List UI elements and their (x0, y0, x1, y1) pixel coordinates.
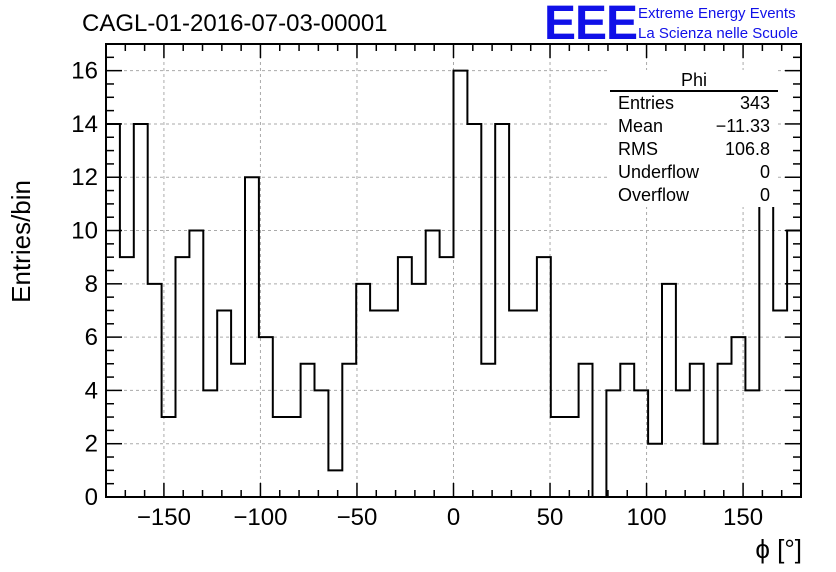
eee-logo: EEE (544, 0, 638, 50)
grid-lines (106, 44, 801, 497)
y-tick-label: 6 (85, 324, 98, 351)
y-axis-label: Entries/bin (6, 180, 36, 303)
stats-label: Entries (618, 93, 675, 113)
logo-caption-line2: La Scienza nelle Scuole (638, 25, 799, 42)
plot-title: CAGL-01-2016-07-03-00001 (82, 10, 388, 37)
x-tick-label: 100 (627, 504, 667, 531)
y-tick-label: 0 (85, 484, 98, 511)
axis-ticks (105, 43, 802, 498)
y-tick-labels: 0 2 4 6 8 10 12 14 16 (71, 58, 98, 511)
stats-value: 343 (739, 93, 770, 113)
stats-row-mean: Mean −11.33 (610, 115, 778, 138)
stats-label: Overflow (618, 185, 690, 205)
x-tick-label: −150 (137, 504, 191, 531)
y-tick-label: 10 (71, 218, 98, 245)
stats-value: 0 (759, 162, 770, 182)
x-tick-label: −100 (233, 504, 287, 531)
y-tick-label: 14 (71, 111, 98, 138)
logo-caption: Extreme Energy Events La Scienza nelle S… (638, 4, 798, 44)
stats-row-rms: RMS 106.8 (610, 138, 778, 161)
stats-row-underflow: Underflow 0 (610, 161, 778, 184)
y-tick-label: 2 (85, 431, 98, 458)
logo-caption-line1: Extreme Energy Events (638, 5, 796, 22)
histogram-step-line (105, 69, 802, 498)
x-axis-label: ϕ [°] (755, 534, 802, 564)
x-tick-label: 0 (447, 504, 460, 531)
stats-label: Underflow (618, 162, 700, 182)
y-tick-label: 16 (71, 58, 98, 85)
y-tick-label: 4 (85, 377, 98, 404)
stats-row-entries: Entries 343 (610, 92, 778, 115)
stats-box: Phi Entries 343 Mean −11.33 RMS 106.8 Under… (610, 70, 778, 207)
stats-value: 0 (759, 185, 770, 205)
x-tick-label: 150 (723, 504, 763, 531)
stats-value: 106.8 (724, 139, 770, 159)
x-tick-label: 50 (537, 504, 564, 531)
y-tick-label: 8 (85, 271, 98, 298)
x-tick-label: −50 (337, 504, 378, 531)
stats-title: Phi (610, 70, 778, 92)
stats-value: −11.33 (715, 116, 770, 136)
y-tick-label: 12 (71, 164, 98, 191)
stats-label: Mean (618, 116, 664, 136)
stats-row-overflow: Overflow 0 (610, 184, 778, 207)
stats-label: RMS (618, 139, 658, 159)
x-tick-labels: −150 −100 −50 0 50 100 150 (137, 504, 763, 531)
